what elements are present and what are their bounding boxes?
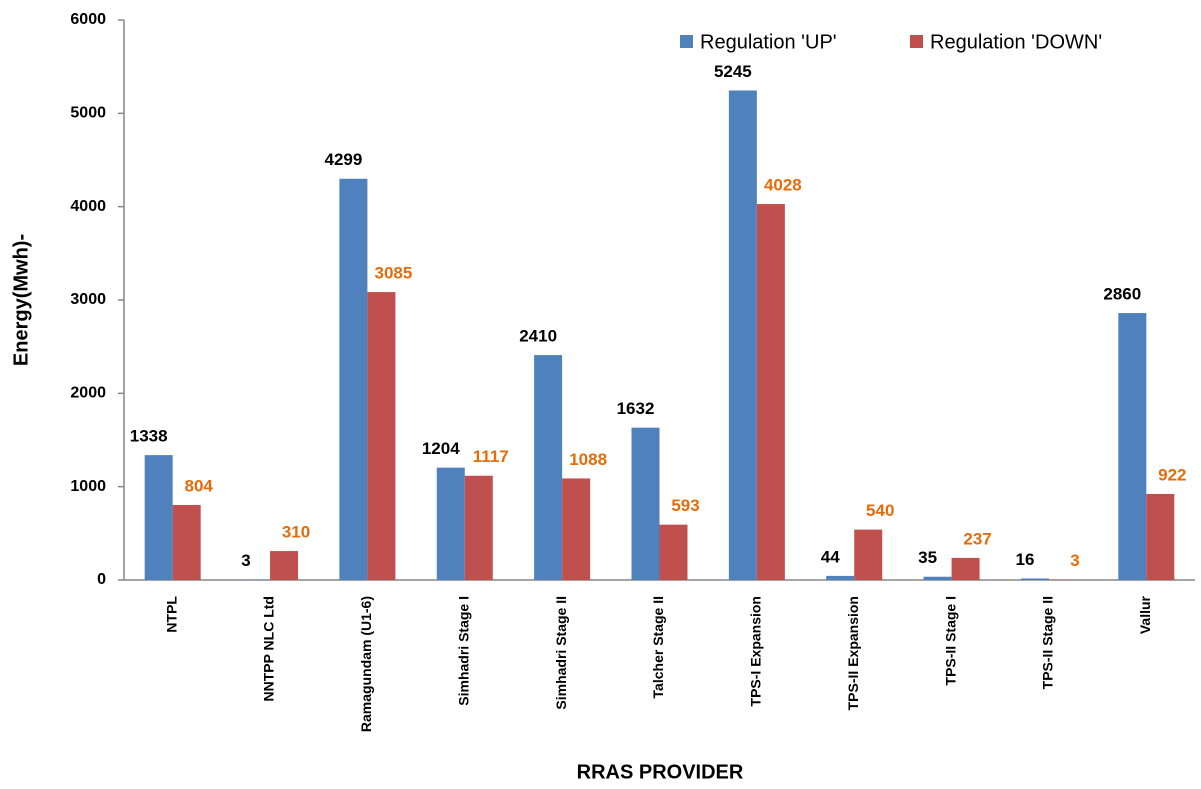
data-label: 16 [1015,550,1034,569]
x-tick-label: Simhadri Stage I [455,596,471,706]
y-axis-title: Energy(Mwh)- [10,234,32,366]
data-label: 310 [282,523,310,542]
x-axis-title: RRAS PROVIDER [577,761,744,783]
bar [534,355,563,580]
bar [172,504,201,580]
data-label: 540 [866,501,894,520]
x-tick-label: TPS-II Stage II [1040,596,1056,689]
bar [436,467,465,580]
bar [1020,578,1049,580]
x-tick-label: NNTPP NLC Ltd [261,596,277,702]
x-tick-label: TPS-II Expansion [845,596,861,710]
legend-label: Regulation 'DOWN' [930,31,1102,53]
bar [659,524,688,580]
data-label: 1338 [130,427,168,446]
data-label: 804 [184,476,213,495]
data-label: 2410 [519,327,557,346]
y-tick-label: 6000 [70,11,106,28]
x-tick-label: TPS-II Stage I [942,596,958,685]
data-label: 237 [963,529,991,548]
y-tick-label: 2000 [70,385,106,402]
data-label: 4028 [764,176,802,195]
data-label: 5245 [714,62,752,81]
bar [756,204,785,580]
data-label: 3 [241,551,250,570]
data-label: 922 [1158,465,1186,484]
bar [270,551,299,580]
data-label: 1632 [617,399,655,418]
x-tick-label: Ramagundam (U1-6) [358,596,374,732]
x-tick-label: Vallur [1137,595,1153,634]
bar [854,529,883,580]
bar [562,478,591,580]
bar [367,292,396,580]
bar [1118,313,1147,580]
bar [339,178,368,580]
data-label: 3085 [374,264,412,283]
data-label: 1117 [473,447,509,466]
bar [728,90,757,580]
x-tick-label: NTPL [163,596,179,633]
data-label: 35 [918,548,937,567]
y-tick-label: 1000 [70,478,106,495]
legend-swatch [910,35,923,48]
y-tick-label: 4000 [70,198,106,215]
bar [923,576,952,580]
y-tick-label: 5000 [70,105,106,122]
bar [1146,493,1175,580]
data-label: 1204 [422,439,460,458]
bar [464,475,493,580]
data-label: 1088 [569,450,607,469]
data-label: 4299 [324,150,362,169]
bar [951,557,980,580]
y-tick-label: 3000 [70,291,106,308]
data-label: 3 [1070,551,1079,570]
y-tick-label: 0 [97,571,106,588]
bar [144,455,173,580]
x-tick-label: Talcher Stage II [650,596,666,698]
data-label: 44 [821,547,840,566]
data-label: 593 [671,496,699,515]
data-label: 2860 [1103,285,1141,304]
bar [826,575,855,580]
bar [631,427,660,580]
x-tick-label: TPS-I Expansion [748,596,764,706]
legend-swatch [680,35,693,48]
x-tick-label: Simhadri Stage II [553,596,569,710]
legend-label: Regulation 'UP' [700,31,837,53]
